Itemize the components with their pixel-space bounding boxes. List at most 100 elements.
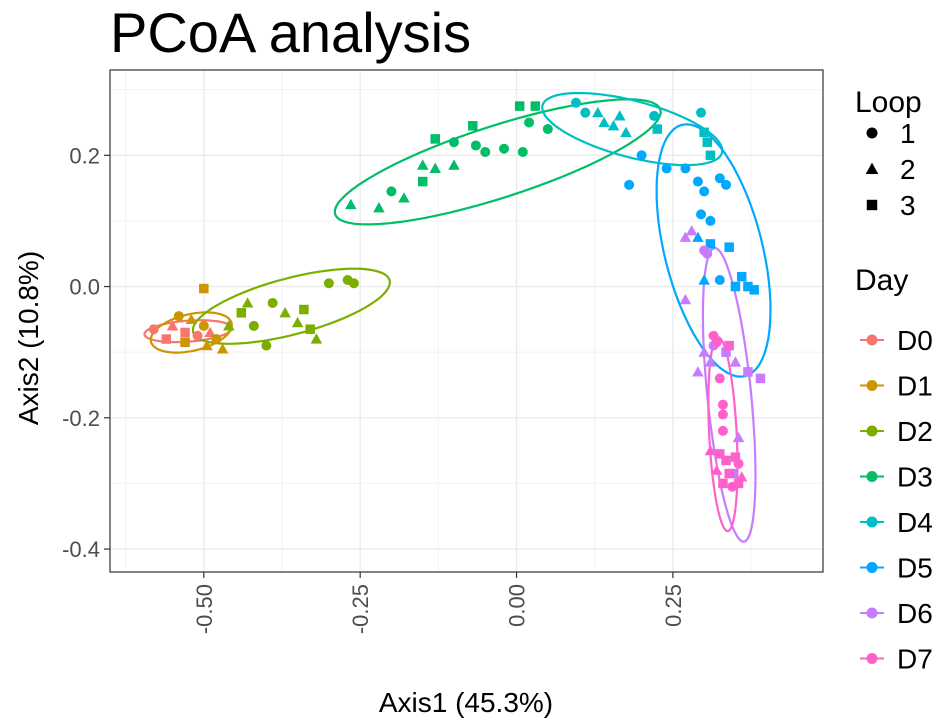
axes: -0.50 -0.25 0.00 0.25 -0.4 -0.2 0.0 0.2 bbox=[62, 69, 824, 634]
x-tick-label: 0.25 bbox=[661, 584, 686, 627]
point-d5 bbox=[705, 215, 716, 226]
point-d5 bbox=[721, 179, 732, 190]
legend-day-label: D2 bbox=[897, 416, 933, 447]
point-d7 bbox=[715, 449, 725, 459]
point-d0 bbox=[148, 324, 159, 335]
y-axis-title: Axis2 (10.8%) bbox=[13, 251, 44, 425]
point-d3 bbox=[480, 147, 491, 158]
point-d7 bbox=[730, 452, 741, 462]
point-d3 bbox=[398, 192, 410, 203]
point-d0 bbox=[180, 327, 190, 338]
point-d4 bbox=[649, 110, 660, 121]
point-d2 bbox=[236, 308, 247, 318]
point-d4 bbox=[570, 97, 581, 108]
legend-loop-label: 3 bbox=[900, 190, 916, 221]
legend-loop-label: 2 bbox=[900, 154, 916, 185]
point-d5 bbox=[714, 173, 725, 184]
ellipse-d5 bbox=[655, 123, 772, 378]
legend-day-label: D1 bbox=[897, 371, 933, 402]
point-d2 bbox=[348, 278, 359, 289]
point-d2 bbox=[299, 304, 309, 315]
x-axis-title: Axis1 (45.3%) bbox=[379, 687, 553, 718]
point-d5 bbox=[624, 179, 635, 190]
point-d4 bbox=[613, 110, 626, 121]
point-d2 bbox=[241, 297, 254, 308]
point-d0 bbox=[166, 320, 179, 331]
point-d5 bbox=[705, 239, 716, 249]
point-d7 bbox=[724, 468, 734, 479]
point-d7 bbox=[733, 478, 744, 489]
point-d1 bbox=[185, 313, 198, 324]
point-d2 bbox=[261, 340, 272, 351]
point-d6 bbox=[685, 225, 698, 236]
point-d7 bbox=[704, 444, 717, 456]
legend-day-swatch bbox=[866, 562, 878, 573]
point-d3 bbox=[514, 101, 525, 111]
legend-day-label: D0 bbox=[897, 325, 933, 356]
point-d3 bbox=[430, 134, 440, 144]
point-d5 bbox=[636, 150, 647, 161]
point-d6 bbox=[692, 366, 704, 377]
point-d7 bbox=[717, 409, 728, 420]
point-d5 bbox=[692, 231, 704, 242]
point-d6 bbox=[704, 356, 717, 367]
point-d5 bbox=[699, 186, 710, 197]
legend-day-label: D5 bbox=[897, 553, 933, 584]
point-d7 bbox=[721, 455, 731, 466]
point-d7 bbox=[710, 464, 723, 475]
point-d5 bbox=[696, 209, 707, 220]
point-d6 bbox=[755, 373, 766, 384]
point-d2 bbox=[248, 320, 259, 331]
point-d7 bbox=[724, 340, 734, 351]
point-d3 bbox=[517, 147, 528, 158]
point-d7 bbox=[714, 373, 725, 384]
point-d1 bbox=[199, 283, 209, 294]
legend-day-swatch bbox=[866, 516, 878, 528]
point-d3 bbox=[470, 140, 481, 151]
point-d5 bbox=[714, 274, 725, 285]
point-d4 bbox=[696, 107, 707, 118]
point-d5 bbox=[743, 281, 753, 292]
legend-day-title: Day bbox=[855, 264, 908, 297]
legend-day-swatch bbox=[866, 653, 878, 664]
point-d6 bbox=[702, 248, 713, 259]
ellipse-d2 bbox=[191, 267, 392, 345]
chart-title: PCoA analysis bbox=[110, 1, 471, 64]
point-d6 bbox=[729, 356, 742, 367]
point-d1 bbox=[211, 334, 222, 345]
legend-day-swatch bbox=[866, 334, 878, 346]
point-d1 bbox=[198, 320, 209, 331]
x-tick-label: -0.25 bbox=[348, 584, 373, 634]
point-d5 bbox=[698, 274, 710, 285]
point-d4 bbox=[652, 124, 663, 134]
x-tick-label: -0.50 bbox=[192, 584, 217, 634]
point-d5 bbox=[692, 176, 703, 187]
legend-day-label: D6 bbox=[897, 598, 933, 629]
legend-loop-label: 1 bbox=[900, 118, 916, 149]
point-d3 bbox=[345, 198, 357, 210]
point-d3 bbox=[468, 121, 478, 131]
point-d4 bbox=[580, 107, 591, 118]
point-d6 bbox=[679, 231, 692, 242]
point-d7 bbox=[717, 425, 728, 436]
point-d7 bbox=[717, 399, 728, 410]
legend-day-label: D4 bbox=[897, 507, 933, 538]
point-d7 bbox=[718, 478, 728, 489]
legend-day-label: D3 bbox=[897, 462, 933, 493]
point-d5 bbox=[661, 163, 672, 174]
point-d2 bbox=[310, 333, 323, 344]
y-tick-label: -0.4 bbox=[62, 537, 100, 562]
legend-shape-square bbox=[866, 199, 878, 211]
point-d5 bbox=[749, 285, 759, 295]
point-d3 bbox=[542, 124, 553, 135]
point-d4 bbox=[592, 106, 604, 118]
point-d2 bbox=[291, 316, 304, 328]
point-d4 bbox=[598, 116, 610, 128]
point-d6 bbox=[679, 293, 692, 305]
legend-day-label: D7 bbox=[897, 644, 933, 675]
point-d2 bbox=[279, 307, 291, 318]
point-d2 bbox=[305, 324, 315, 334]
ellipse-d0 bbox=[143, 319, 234, 344]
